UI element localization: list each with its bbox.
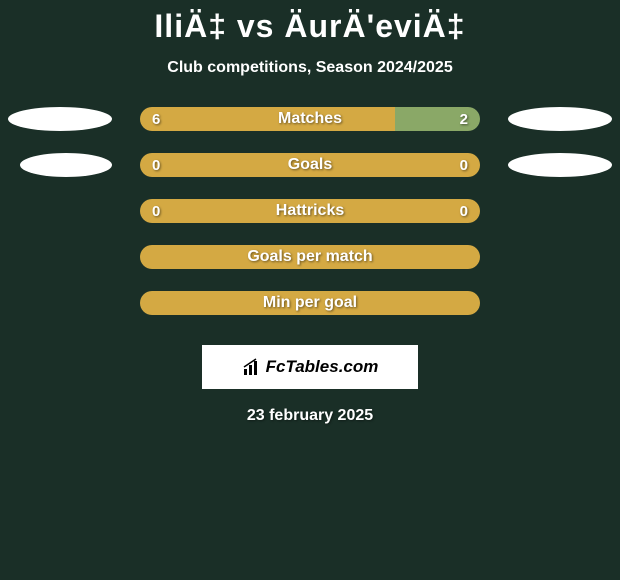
logo-text: FcTables.com <box>266 357 379 377</box>
chart-icon <box>242 357 262 377</box>
stat-row: Min per goal <box>0 291 620 315</box>
stat-label: Hattricks <box>276 202 344 220</box>
stat-bar: 0 0 Hattricks <box>140 199 480 223</box>
stat-bar: Min per goal <box>140 291 480 315</box>
stat-bar: Goals per match <box>140 245 480 269</box>
stat-row: 0 0 Goals <box>0 153 620 177</box>
stat-value-right: 0 <box>460 203 468 220</box>
stat-label: Goals per match <box>247 248 372 266</box>
stat-value-left: 0 <box>152 157 160 174</box>
player-right-ellipse <box>508 107 612 131</box>
stat-label: Goals <box>288 156 332 174</box>
stat-value-left: 0 <box>152 203 160 220</box>
player-right-ellipse <box>508 153 612 177</box>
page-title: IliÄ‡ vs ÄurÄ'eviÄ‡ <box>154 8 465 45</box>
stat-value-right: 2 <box>460 111 468 128</box>
stat-label: Matches <box>278 110 342 128</box>
stat-label: Min per goal <box>263 294 357 312</box>
stat-row: 0 0 Hattricks <box>0 199 620 223</box>
stat-row: 6 2 Matches <box>0 107 620 131</box>
subtitle: Club competitions, Season 2024/2025 <box>167 59 452 77</box>
stat-value-left: 6 <box>152 111 160 128</box>
stat-bar: 6 2 Matches <box>140 107 480 131</box>
stat-row: Goals per match <box>0 245 620 269</box>
stat-value-right: 0 <box>460 157 468 174</box>
stat-bar: 0 0 Goals <box>140 153 480 177</box>
date-text: 23 february 2025 <box>247 407 373 425</box>
logo-content: FcTables.com <box>242 357 379 377</box>
player-left-ellipse <box>8 107 112 131</box>
stats-container: 6 2 Matches 0 0 Goals 0 0 Hattricks Goals per mat… <box>0 107 620 337</box>
logo-box: FcTables.com <box>202 345 418 389</box>
player-left-ellipse <box>20 153 112 177</box>
